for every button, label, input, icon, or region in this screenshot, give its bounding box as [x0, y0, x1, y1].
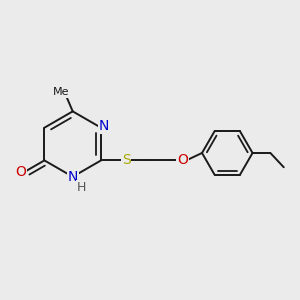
Text: N: N: [68, 170, 78, 184]
Text: O: O: [177, 153, 188, 167]
Text: H: H: [77, 181, 86, 194]
Text: N: N: [98, 119, 109, 133]
Text: O: O: [15, 164, 26, 178]
Text: Me: Me: [53, 87, 70, 97]
Text: S: S: [122, 153, 131, 167]
